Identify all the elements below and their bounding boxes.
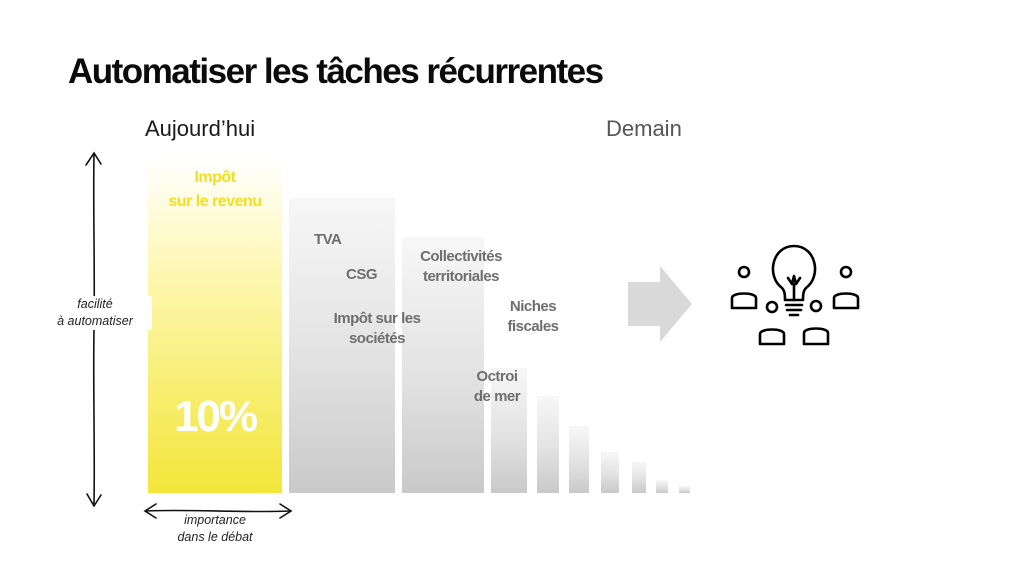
arrow-right-icon	[628, 266, 692, 342]
bar-income-tax	[148, 158, 282, 493]
bar-collectivites	[402, 237, 484, 493]
today-heading: Aujourd’hui	[145, 116, 256, 141]
y-axis-label-1: facilité	[38, 296, 152, 313]
corporate-tax-label-1: Impôt sur les	[333, 310, 421, 327]
bar-octroi	[491, 368, 527, 493]
vat-label: TVA	[314, 231, 342, 248]
bar-small-2	[569, 426, 589, 493]
bar-small-1	[537, 396, 559, 493]
income-tax-percent: 10%	[173, 392, 258, 441]
y-axis-label-2: à automatiser	[38, 313, 152, 330]
x-axis-label-2: dans le débat	[177, 530, 253, 544]
bar-vat-csg	[289, 198, 395, 493]
bar-small-5	[656, 480, 668, 493]
income-tax-label-2: sur le revenu	[168, 193, 262, 210]
octroi-label-1: Octroi	[476, 368, 518, 385]
horizontal-axis-arrow-icon	[143, 503, 293, 519]
x-axis-label-1: importance	[184, 513, 246, 527]
income-tax-label-1: Impôt	[194, 169, 236, 186]
collectivites-label-2: territoriales	[422, 268, 500, 285]
bar-small-4	[632, 462, 646, 493]
tomorrow-heading: Demain	[606, 116, 682, 141]
bar-small-6	[679, 486, 690, 493]
people-lightbulb-icon	[730, 244, 860, 346]
octroi-label-2: de mer	[473, 388, 521, 405]
niches-label-2: fiscales	[507, 318, 559, 335]
niches-label-1: Niches	[509, 298, 557, 315]
vertical-axis-arrow-icon	[85, 151, 102, 508]
csg-label: CSG	[346, 266, 378, 283]
page-title: Automatiser les tâches récurrentes	[68, 52, 604, 91]
bar-small-3	[601, 452, 619, 493]
corporate-tax-label-2: sociétés	[348, 330, 406, 347]
collectivites-label-1: Collectivités	[420, 248, 502, 265]
